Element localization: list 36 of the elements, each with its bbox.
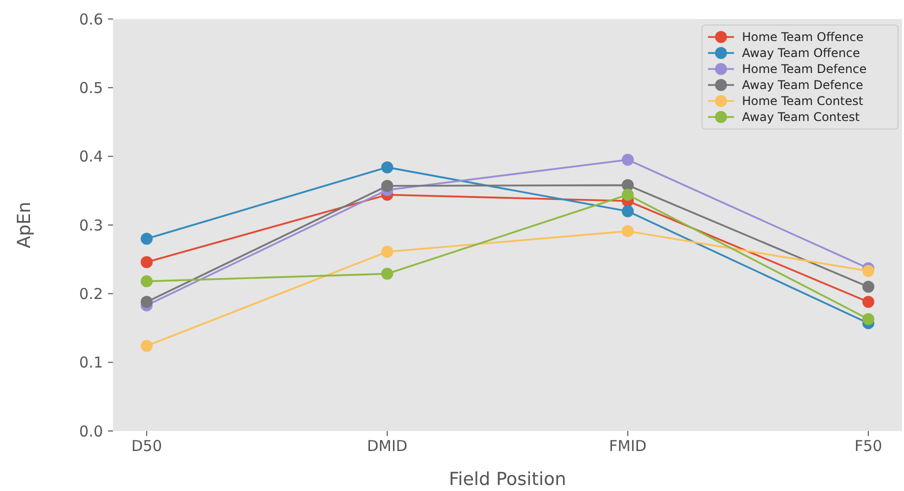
- legend-label: Home Team Contest: [742, 94, 864, 108]
- legend-label: Away Team Offence: [742, 46, 860, 60]
- point: [381, 246, 394, 258]
- point: [622, 188, 634, 201]
- x-tick-label: DMID: [366, 437, 408, 455]
- legend-label: Home Team Defence: [742, 62, 867, 76]
- point: [381, 180, 394, 192]
- y-tick-label: 0.6: [79, 10, 103, 28]
- y-tick-label: 0.3: [79, 216, 103, 234]
- point: [381, 268, 394, 280]
- legend-label: Home Team Offence: [742, 30, 864, 44]
- point: [862, 280, 874, 293]
- point: [140, 232, 153, 245]
- x-tick-label: FMID: [609, 437, 647, 455]
- point: [140, 275, 153, 288]
- text: 0.0: [79, 422, 103, 440]
- x-tick-label: D50: [131, 437, 162, 455]
- point: [862, 265, 874, 278]
- y-tick-label: 0.1: [79, 354, 103, 372]
- legend-label: Away Team Contest: [742, 110, 860, 124]
- y-tick-label: 0.2: [79, 284, 103, 303]
- point: [140, 256, 153, 268]
- point: [140, 296, 153, 308]
- y-axis-title: ApEn: [14, 202, 35, 248]
- point: [622, 154, 634, 166]
- y-tick-label: 0.4: [79, 148, 103, 166]
- point: [622, 205, 634, 218]
- point: [622, 225, 634, 238]
- x-tick-label: F50: [854, 437, 882, 455]
- x-axis-title: Field Position: [448, 469, 566, 490]
- y-tick-label: 0.5: [79, 78, 103, 97]
- point: [140, 340, 153, 352]
- legend-label: Away Team Defence: [742, 78, 864, 92]
- point: [862, 296, 874, 308]
- point: [862, 313, 874, 326]
- point: [381, 161, 394, 174]
